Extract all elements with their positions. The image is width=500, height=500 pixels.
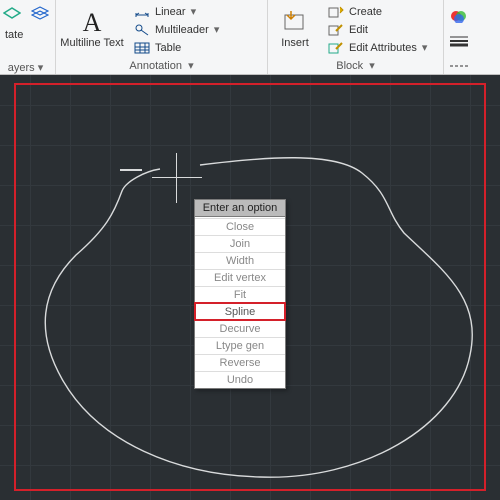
layers-panel-title[interactable]: ayers▾	[0, 59, 51, 76]
option-item-reverse[interactable]: Reverse	[195, 354, 285, 371]
crosshair-cursor	[152, 153, 202, 203]
properties-panel	[444, 0, 478, 74]
linetype-icon[interactable]	[448, 55, 470, 77]
insert-label: Insert	[281, 37, 309, 49]
option-item-edit-vertex[interactable]: Edit vertex	[195, 269, 285, 286]
create-icon	[328, 5, 344, 19]
text-icon: A	[77, 9, 107, 35]
linear-dimension-icon	[134, 5, 150, 19]
chevron-down-icon: ▾	[191, 5, 197, 18]
annotation-panel-title[interactable]: Annotation ▾	[60, 57, 263, 74]
layer-state-label: tate	[5, 29, 23, 41]
table-icon	[134, 41, 150, 55]
ribbon: tate ayers▾ A Multiline Text Linear ▾	[0, 0, 500, 75]
crosshair-tick	[120, 169, 142, 171]
block-panel: Insert Create Edit Edit Attributes ▾	[268, 0, 444, 74]
lineweight-icon[interactable]	[448, 30, 470, 52]
layer-state-button[interactable]: tate	[1, 26, 27, 43]
option-menu: Enter an option CloseJoinWidthEdit verte…	[194, 199, 286, 389]
insert-icon	[281, 9, 309, 35]
option-item-undo[interactable]: Undo	[195, 371, 285, 388]
option-item-close[interactable]: Close	[195, 218, 285, 235]
insert-button[interactable]: Insert	[272, 4, 318, 56]
edit-attributes-icon	[328, 41, 344, 55]
annotation-panel: A Multiline Text Linear ▾ Multileader ▾ …	[56, 0, 268, 74]
create-button[interactable]: Create	[324, 3, 431, 20]
chevron-down-icon: ▾	[422, 41, 428, 54]
option-item-ltype-gen[interactable]: Ltype gen	[195, 337, 285, 354]
color-swatch-icon[interactable]	[448, 5, 470, 27]
option-menu-header: Enter an option	[194, 199, 286, 217]
chevron-down-icon: ▾	[214, 23, 220, 36]
table-button[interactable]: Table	[130, 39, 223, 56]
layers-panel: tate ayers▾	[0, 0, 56, 74]
option-item-join[interactable]: Join	[195, 235, 285, 252]
block-panel-title[interactable]: Block ▾	[272, 57, 439, 74]
option-item-decurve[interactable]: Decurve	[195, 320, 285, 337]
multiline-text-label: Multiline Text	[60, 37, 123, 49]
linear-button[interactable]: Linear ▾	[130, 3, 223, 20]
edit-icon	[328, 23, 344, 37]
multiline-text-button[interactable]: A Multiline Text	[60, 4, 124, 56]
drawing-canvas[interactable]: Enter an option CloseJoinWidthEdit verte…	[0, 75, 500, 500]
option-item-width[interactable]: Width	[195, 252, 285, 269]
edit-button[interactable]: Edit	[324, 21, 431, 38]
multileader-button[interactable]: Multileader ▾	[130, 21, 223, 38]
option-item-spline[interactable]: Spline	[194, 302, 286, 321]
option-item-fit[interactable]: Fit	[195, 286, 285, 303]
layer-icon-2[interactable]	[29, 2, 51, 24]
layer-icon-1[interactable]	[1, 2, 23, 24]
edit-attributes-button[interactable]: Edit Attributes ▾	[324, 39, 431, 56]
svg-text:A: A	[83, 9, 102, 35]
multileader-icon	[134, 23, 150, 37]
